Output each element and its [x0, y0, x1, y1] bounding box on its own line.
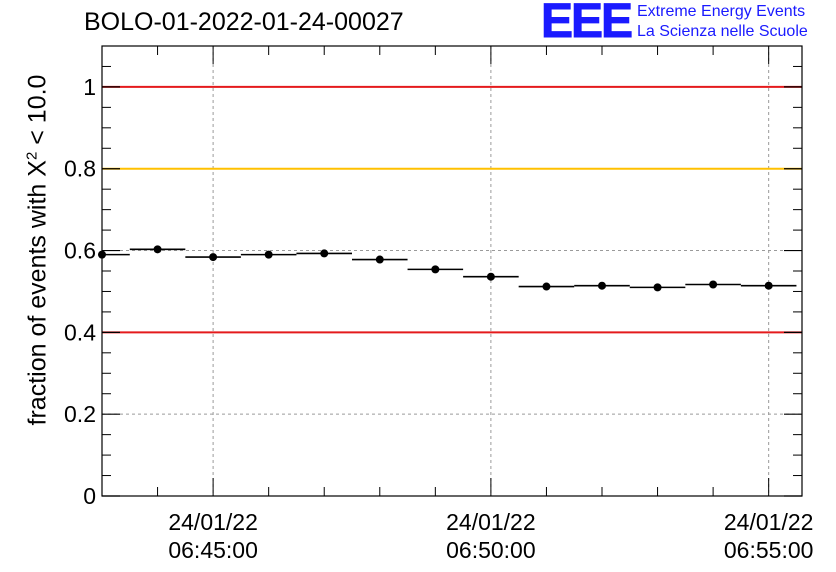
data-point — [375, 255, 384, 264]
data-point — [209, 253, 218, 262]
data-point — [764, 281, 773, 290]
chart-title: BOLO-01-2022-01-24-00027 — [84, 8, 404, 36]
y-tick-label: 1 — [83, 74, 96, 100]
data-point — [98, 250, 106, 259]
x-tick-label-date: 24/01/22 — [724, 509, 814, 535]
eee-logo-line2: La Scienza nelle Scuole — [637, 23, 808, 40]
y-tick-label: 0.6 — [64, 238, 96, 264]
x-tick-label-time: 06:55:00 — [724, 537, 814, 563]
data-point — [153, 245, 162, 254]
data-point — [264, 250, 273, 259]
y-tick-label: 0.8 — [64, 156, 96, 182]
eee-logo-line1: Extreme Energy Events — [637, 3, 806, 20]
data-point — [431, 265, 440, 274]
data-point — [320, 249, 329, 258]
eee-logo-mark: EEE — [540, 0, 633, 49]
data-point — [542, 282, 551, 291]
y-tick-label: 0.4 — [64, 319, 96, 345]
data-point — [486, 272, 495, 281]
data-point — [709, 280, 718, 289]
x-tick-label-date: 24/01/22 — [168, 509, 258, 535]
data-point — [598, 281, 606, 290]
eee-logo: EEE Extreme Energy Events La Scienza nel… — [540, 0, 836, 49]
plot-frame — [101, 45, 803, 497]
x-tick-label-time: 06:50:00 — [446, 537, 536, 563]
data-point — [653, 283, 662, 292]
y-tick-label: 0 — [83, 483, 96, 509]
x-tick-label-time: 06:45:00 — [168, 537, 258, 563]
x-tick-label-date: 24/01/22 — [446, 509, 536, 535]
y-tick-label: 0.2 — [64, 401, 96, 427]
